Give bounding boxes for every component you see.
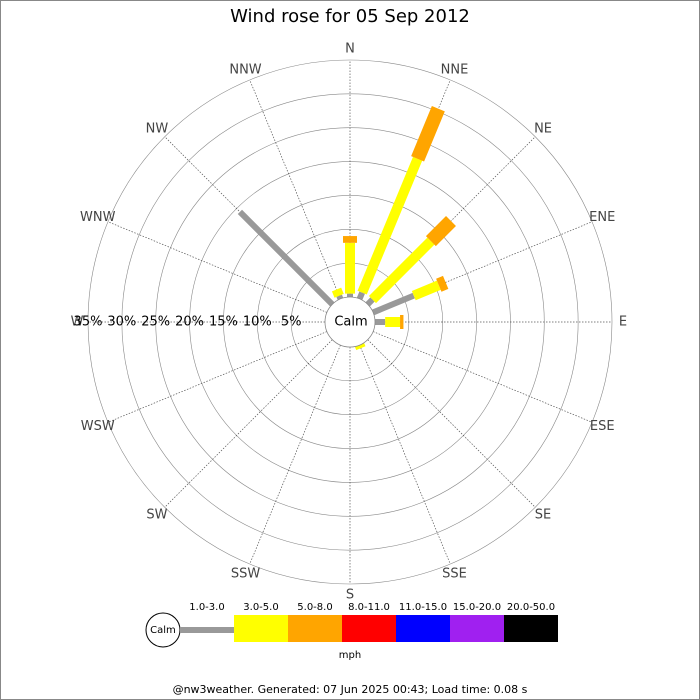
legend-swatch (504, 615, 558, 642)
calm-circle (324, 296, 376, 348)
ring (87, 59, 613, 585)
bar-segment (336, 294, 344, 301)
legend-unit: mph (339, 650, 361, 661)
direction-label: ENE (589, 210, 615, 225)
direction-label: SSE (442, 567, 467, 582)
ring (121, 93, 579, 551)
direction-label: NNE (441, 62, 469, 77)
spoke (367, 339, 536, 508)
ring (223, 195, 477, 449)
spoke (372, 331, 593, 423)
legend-swatch (342, 615, 396, 642)
direction-label: SE (535, 508, 551, 523)
direction-label: N (345, 42, 355, 57)
direction-label: ESE (590, 419, 615, 434)
direction-label: SW (146, 508, 167, 523)
direction-label: WSW (81, 419, 115, 434)
bar-segment (357, 156, 423, 295)
legend-label: 5.0-8.0 (297, 602, 332, 613)
legend-label: 3.0-5.0 (243, 602, 278, 613)
bar-segment (365, 297, 375, 307)
r-tick-label: 10% (243, 315, 272, 330)
ring (256, 228, 444, 416)
bar-segment (411, 280, 441, 301)
bar-segment (237, 209, 335, 307)
spoke (107, 221, 328, 313)
bar-segment (331, 287, 344, 298)
direction-label: E (619, 315, 627, 330)
direction-label: SSW (231, 567, 261, 582)
legend-swatch (180, 627, 234, 633)
r-tick-label: 5% (281, 315, 302, 330)
direction-label: NW (146, 121, 169, 136)
spoke (164, 339, 333, 508)
direction-label: NNW (229, 62, 261, 77)
legend-swatch (234, 615, 288, 642)
r-tick-label: 20% (175, 315, 204, 330)
footer: @nw3weather. Generated: 07 Jun 2025 00:4… (173, 683, 528, 696)
legend: Calm mph 1.0-3.0 3.0-5.0 5.0-8.0 8.0-11.0 11… (145, 602, 558, 661)
spoke (249, 79, 341, 300)
bar-segment (436, 275, 449, 292)
r-tick-label: 25% (141, 315, 170, 330)
legend-label: 11.0-15.0 (399, 602, 447, 613)
direction-label: W (71, 315, 84, 330)
bar-segment (356, 291, 365, 301)
bar-segment (411, 106, 445, 162)
r-tick-label: 15% (209, 315, 238, 330)
spoke (359, 344, 451, 565)
bar-segment (354, 343, 366, 351)
r-tick-label: 30% (107, 315, 136, 330)
labels: N NNE NE ENE E ESE SE SSE S SSW SW WSW W WNW NW NNW 5% 10… (71, 42, 628, 603)
bar-segment (425, 216, 456, 247)
legend-label: 8.0-11.0 (348, 602, 390, 613)
legend-label: 1.0-3.0 (189, 602, 224, 613)
legend-swatch (450, 615, 504, 642)
bar-segment (371, 292, 415, 316)
chart-title: Wind rose for 05 Sep 2012 (230, 6, 470, 27)
r-tick-label: 35% (74, 315, 103, 330)
legend-swatch (396, 615, 450, 642)
spoke (107, 331, 328, 423)
direction-label: WNW (80, 210, 116, 225)
spoke (249, 344, 341, 565)
direction-label: NE (534, 121, 552, 136)
bar-segment (368, 237, 435, 304)
legend-label: 20.0-50.0 (507, 602, 555, 613)
calm-label: Calm (334, 315, 367, 330)
direction-label: S (346, 588, 354, 603)
bars (237, 106, 456, 351)
legend-swatch (288, 615, 342, 642)
legend-calm-label: Calm (150, 625, 176, 636)
legend-label: 15.0-20.0 (453, 602, 501, 613)
